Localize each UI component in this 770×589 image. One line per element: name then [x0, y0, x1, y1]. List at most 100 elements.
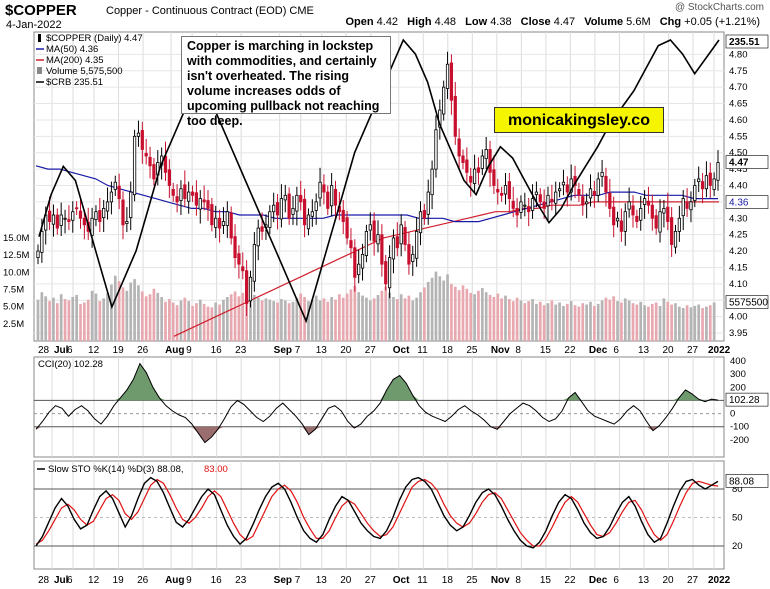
candle-body	[623, 211, 627, 232]
x-tick-label-bottom: 23	[235, 575, 247, 586]
volume-value-tag: 5575500	[729, 298, 768, 309]
volume-bar	[40, 292, 44, 341]
candle-body	[600, 171, 604, 177]
legend-entry: $COPPER (Daily) 4.47	[46, 33, 143, 44]
volume-bar	[620, 302, 623, 341]
volume-bar	[106, 292, 109, 341]
x-tick-label: 16	[211, 345, 223, 356]
x-tick-label-bottom: Dec	[589, 575, 608, 586]
volume-bar	[643, 305, 646, 341]
candle-body	[465, 159, 469, 173]
volume-bar	[241, 292, 245, 341]
brand-watermark[interactable]: @ StockCharts.com	[674, 2, 764, 13]
candle-body	[125, 221, 129, 224]
candle-body	[384, 261, 388, 285]
volume-bar	[434, 271, 438, 341]
legend-entry: $CRB 235.51	[46, 77, 103, 88]
volume-bar	[59, 294, 63, 341]
price-tick-label: 4.80	[729, 49, 748, 60]
candle-body	[530, 198, 535, 211]
candle-body	[167, 169, 171, 186]
x-tick-label-bottom: 13	[316, 575, 328, 586]
candle-body	[565, 184, 569, 193]
candle-body	[391, 237, 396, 260]
x-tick-label: Jul	[54, 345, 69, 356]
candle-body	[187, 191, 191, 202]
candle-body	[233, 236, 237, 259]
candle-body	[685, 202, 689, 209]
x-tick-label: 25	[466, 345, 478, 356]
candle-body	[360, 253, 365, 269]
candle-body	[639, 208, 643, 221]
volume-bar	[299, 293, 303, 341]
candle-body	[650, 204, 654, 219]
candle-body	[190, 191, 195, 196]
volume-bar	[160, 297, 163, 341]
candle-body	[519, 201, 523, 213]
volume-bar	[697, 304, 701, 341]
candle-body	[442, 86, 446, 115]
volume-value: 5.6M	[626, 16, 651, 28]
sto-legend-k: Slow STO %K(14) %D(3) 88.08,	[48, 464, 184, 475]
volume-bar	[156, 292, 160, 341]
candle-body	[546, 194, 550, 207]
open-value: 4.42	[376, 16, 399, 28]
volume-bar	[372, 298, 376, 341]
volume-tick-label: 12.5M	[3, 250, 29, 261]
volume-bar	[253, 294, 256, 341]
candle-body	[364, 230, 369, 257]
candle-body	[241, 266, 245, 272]
candle-body	[673, 230, 678, 248]
volume-bar	[488, 294, 492, 341]
volume-bar	[423, 287, 426, 341]
candle-body	[98, 210, 102, 222]
candle-body	[59, 214, 63, 226]
volume-bar	[562, 305, 565, 341]
volume-tick-label: 10.0M	[3, 267, 29, 278]
x-tick-label: Oct	[393, 345, 410, 356]
volume-bar	[419, 292, 422, 341]
candle-body	[75, 207, 79, 210]
volume-bar	[357, 292, 361, 341]
volume-bar	[589, 301, 592, 341]
price-tick-label: 4.55	[729, 131, 748, 142]
volume-value-tag-box	[725, 295, 769, 309]
volume-bar	[438, 276, 442, 341]
price-tick-label: 4.15	[729, 262, 748, 273]
candle-body	[318, 181, 322, 199]
price-tick-label: 4.60	[729, 115, 748, 126]
low-value: 4.38	[490, 16, 512, 28]
volume-bar	[125, 290, 129, 341]
x-tick-label: 28	[38, 345, 50, 356]
candle-body	[117, 185, 121, 200]
volume-bar	[399, 294, 403, 341]
cci-tick-label: 300	[730, 369, 746, 380]
price-tick-label: 4.30	[729, 213, 748, 224]
watermark-label: monicakingsley.co	[494, 107, 664, 133]
cci-value-box	[725, 392, 769, 407]
candle-body	[434, 129, 438, 170]
candle-body	[306, 214, 311, 230]
candle-body	[302, 198, 307, 226]
volume-bar	[492, 297, 496, 341]
candle-body	[245, 270, 249, 304]
candle-body	[287, 193, 291, 219]
candle-body	[171, 189, 175, 196]
candle-body	[534, 191, 539, 196]
candle-body	[291, 208, 295, 215]
candle-body	[102, 208, 106, 219]
volume-bar	[496, 293, 500, 341]
candle-body	[557, 188, 562, 192]
volume-bar	[581, 303, 585, 341]
x-tick-label: 12	[88, 345, 100, 356]
volume-bar	[52, 297, 55, 341]
candle-body	[469, 175, 473, 183]
candle-body	[677, 217, 681, 232]
candle-body	[349, 240, 353, 249]
volume-bar	[256, 297, 260, 341]
volume-bar	[314, 295, 318, 341]
x-tick-label: 18	[442, 345, 454, 356]
volume-bar	[249, 290, 252, 341]
x-tick-label-bottom: 6	[613, 575, 619, 586]
